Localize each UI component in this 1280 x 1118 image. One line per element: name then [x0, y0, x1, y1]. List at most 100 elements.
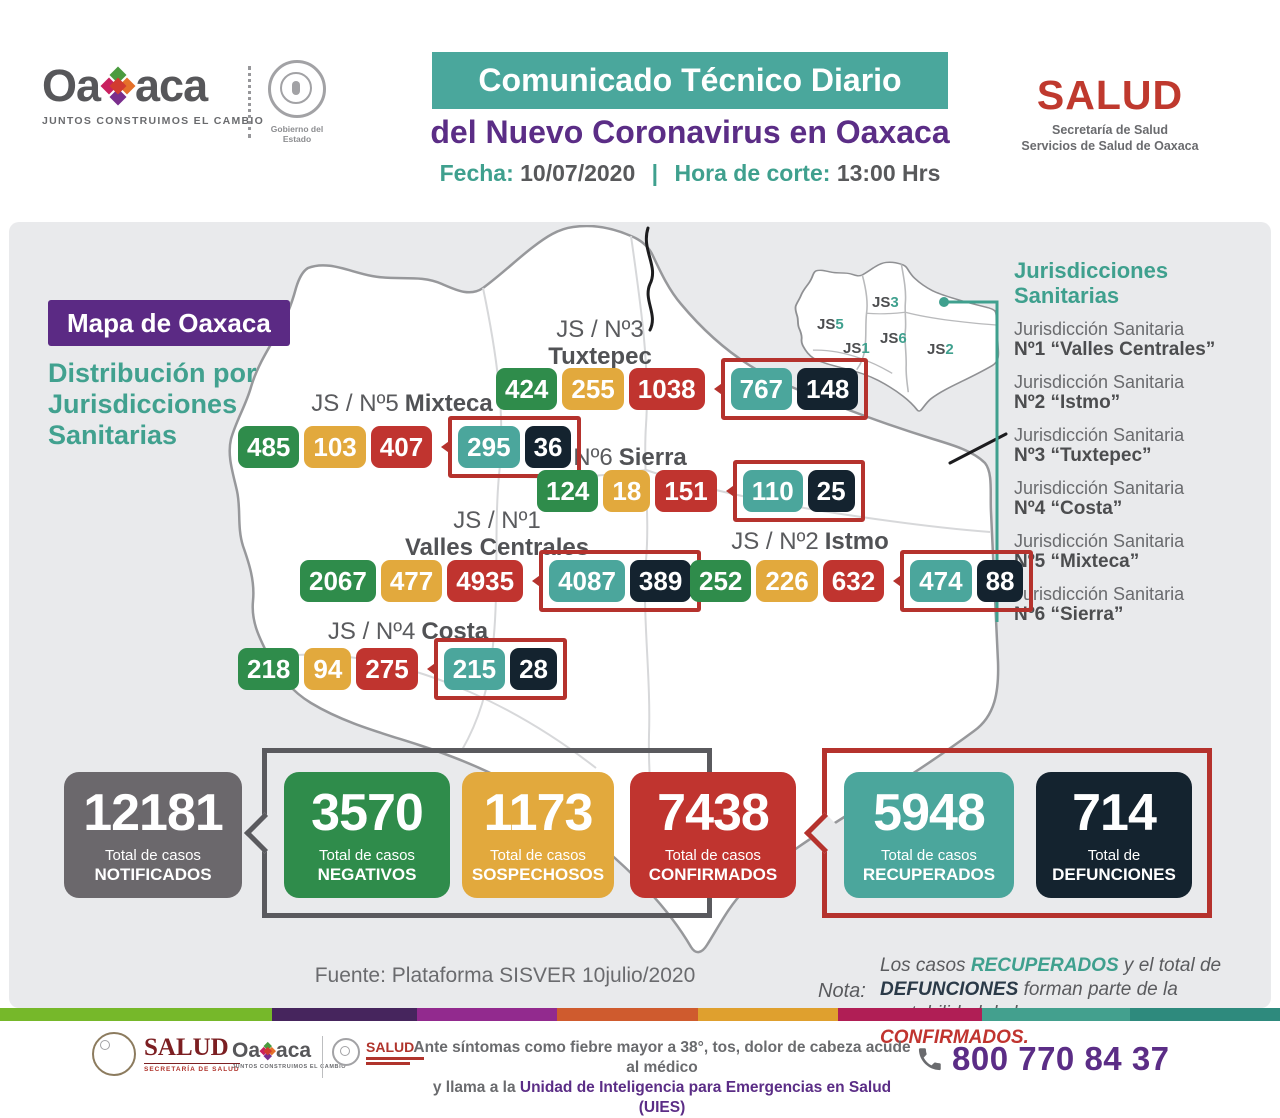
total-notificados: 12181 Total de casos NOTIFICADOS: [64, 772, 242, 898]
costa-defunciones: 28: [510, 648, 558, 690]
cutoff-label: Hora de corte:: [674, 160, 831, 186]
istmo-sospechosos: 226: [756, 560, 818, 602]
footer-salud-caption: SECRETARÍA DE SALUD: [144, 1063, 240, 1073]
salud-line2: Servicios de Salud de Oaxaca: [1021, 139, 1199, 153]
tuxtepec-negativos: 424: [496, 368, 558, 410]
footer-oaxaca-logo: Oa aca JUNTOS CONSTRUIMOS EL CAMBIO: [232, 1039, 347, 1071]
state-seal: Gobierno del Estado: [265, 60, 329, 144]
legend-connector-line: [946, 300, 999, 622]
mixteca-negativos: 485: [238, 426, 300, 468]
costa-recuperados: 215: [443, 648, 506, 690]
oaxaca-wordmark: Oa aca: [42, 62, 264, 110]
mixteca-recuperados-defunciones-box: 295 36: [441, 416, 582, 478]
wordmark-left: Oa: [42, 60, 101, 111]
istmo-recuperados: 474: [910, 560, 972, 602]
valles-negativos: 2067: [300, 560, 376, 602]
recuperados-defunciones-bracket: [803, 748, 1212, 918]
legend-item: Jurisdicción Sanitaria Nº2 “Istmo”: [1014, 372, 1185, 413]
footer-salud-federal-logo: SALUD SECRETARÍA DE SALUD: [92, 1032, 240, 1076]
note-label: Nota:: [818, 980, 866, 1002]
legend-item: Jurisdicción Sanitaria Nº6 “Sierra”: [1014, 584, 1185, 625]
note-block: Nota: Los casos RECUPERADOS y el total d…: [818, 954, 1238, 1050]
advice-line2: y llama a la Unidad de Inteligencia para…: [432, 1079, 892, 1116]
mixteca-recuperados: 295: [458, 426, 520, 468]
mixteca-case-row: 485 103 407 295 36: [238, 416, 582, 478]
footer-advice: Ante síntomas como fiebre mayor a 38°, t…: [412, 1038, 912, 1118]
footer-salud-oaxaca-logo: SALUD: [332, 1038, 424, 1066]
footer-salud-title: SALUD: [144, 1034, 229, 1061]
footer-divider: [322, 1036, 323, 1078]
costa-negativos: 218: [238, 648, 300, 690]
date-line: Fecha: 10/07/2020 | Hora de corte: 13:00…: [380, 160, 1000, 187]
footer-logo-lines: [366, 1057, 424, 1065]
map-subtitle: Distribución por Jurisdicciones Sanitari…: [48, 358, 257, 450]
inset-label-js6: JS6: [880, 330, 907, 347]
map-title-text: Mapa de Oaxaca: [48, 300, 290, 346]
cutoff-value: 13:00 Hrs: [836, 160, 941, 186]
sierra-defunciones: 25: [807, 470, 855, 512]
costa-sospechosos: 94: [304, 648, 352, 690]
legend-title: Jurisdicciones Sanitarias: [1014, 258, 1169, 308]
mixteca-defunciones: 36: [524, 426, 572, 468]
mixteca-confirmados: 407: [370, 426, 433, 468]
inset-label-js2: JS2: [927, 341, 954, 358]
brand-tagline: JUNTOS CONSTRUIMOS EL CAMBIO: [42, 115, 265, 127]
legend-item: Jurisdicción Sanitaria Nº1 “Valles Centra…: [1014, 319, 1216, 360]
source-text: Fuente: Plataforma SISVER 10julio/2020: [314, 964, 696, 987]
advice-line1: Ante síntomas como fiebre mayor a 38°, t…: [413, 1039, 911, 1076]
sierra-recuperados-defunciones-box: 110 25: [725, 460, 865, 522]
valles-recuperados-defunciones-box: 4087 389: [532, 550, 702, 612]
sierra-confirmados: 151: [655, 470, 717, 512]
legend-connector-dot: [939, 297, 949, 307]
jurisdictions-legend: Jurisdicciones Sanitarias Jurisdicción S…: [1014, 258, 1264, 626]
salud-logo: SALUD Secretaría de Salud Servicios de S…: [1020, 74, 1200, 154]
mixteca-sospechosos: 103: [304, 426, 366, 468]
tuxtepec-recuperados-defunciones-box: 767 148: [713, 358, 869, 420]
label-valles-centrales: JS / Nº1 Valles Centrales: [404, 507, 590, 561]
footer-salud-small-title: SALUD: [366, 1039, 415, 1055]
phone-icon: [918, 1048, 941, 1071]
legend-item: Jurisdicción Sanitaria Nº3 “Tuxtepec”: [1014, 425, 1185, 466]
state-seal-icon: [268, 60, 326, 118]
color-stripe: [0, 1008, 1280, 1021]
costa-recuperados-defunciones-box: 215 28: [426, 638, 568, 700]
valles-sospechosos: 477: [380, 560, 443, 602]
valles-recuperados: 4087: [549, 560, 625, 602]
tuxtepec-sospechosos: 255: [562, 368, 624, 410]
date-pipe: |: [651, 160, 659, 186]
istmo-confirmados: 632: [822, 560, 885, 602]
total-defunciones: 714 Total de DEFUNCIONES: [1036, 772, 1192, 898]
tuxtepec-recuperados: 767: [730, 368, 793, 410]
salud-line1: Secretaría de Salud: [1051, 123, 1169, 137]
tuxtepec-confirmados: 1038: [628, 368, 705, 410]
total-recuperados: 5948 Total de casos RECUPERADOS: [844, 772, 1014, 898]
sierra-case-row: 124 18 151 110 25: [537, 460, 865, 522]
page-subtitle: del Nuevo Coronavirus en Oaxaca: [430, 114, 950, 150]
map-title-badge: Mapa de Oaxaca: [48, 300, 290, 346]
valles-centrales-case-row: 2067 477 4935 4087 389: [300, 550, 702, 612]
oaxaca-logo: Oa aca JUNTOS CONSTRUIMOS EL CAMBIO: [42, 62, 265, 128]
federal-seal-icon: [92, 1032, 136, 1076]
legend-item: Jurisdicción Sanitaria Nº4 “Costa”: [1014, 478, 1185, 519]
salud-logo-title: SALUD: [1036, 72, 1184, 118]
footer-oaxaca-tagline: JUNTOS CONSTRUIMOS EL CAMBIO: [232, 1064, 347, 1070]
total-confirmados: 7438 Total de casos CONFIRMADOS: [630, 772, 796, 898]
valles-defunciones: 389: [629, 560, 692, 602]
note-text: Los casos RECUPERADOS y el total de DEFU…: [880, 955, 1222, 1048]
sierra-sospechosos: 18: [603, 470, 651, 512]
label-mixteca: JS / Nº5 Mixteca: [311, 390, 493, 417]
page-title: Comunicado Técnico Diario: [432, 52, 948, 109]
istmo-defunciones: 88: [976, 560, 1024, 602]
state-seal-small-icon: [332, 1038, 360, 1066]
label-istmo: JS / Nº2 Istmo: [731, 528, 889, 555]
istmo-negativos: 252: [690, 560, 752, 602]
total-sospechosos: 1173 Total de casos SOSPECHOSOS: [462, 772, 614, 898]
state-seal-caption: Gobierno del Estado: [270, 124, 324, 144]
istmo-case-row: 252 226 632 474 88: [690, 550, 1034, 612]
sierra-recuperados: 110: [742, 470, 803, 512]
label-tuxtepec: JS / Nº3 Tuxtepec: [548, 316, 652, 370]
valles-confirmados: 4935: [447, 560, 524, 602]
legend-item: Jurisdicción Sanitaria Nº5 “Mixteca”: [1014, 531, 1185, 572]
footer-phone: 800 770 84 37: [916, 1040, 1170, 1078]
costa-case-row: 218 94 275 215 28: [238, 638, 568, 700]
